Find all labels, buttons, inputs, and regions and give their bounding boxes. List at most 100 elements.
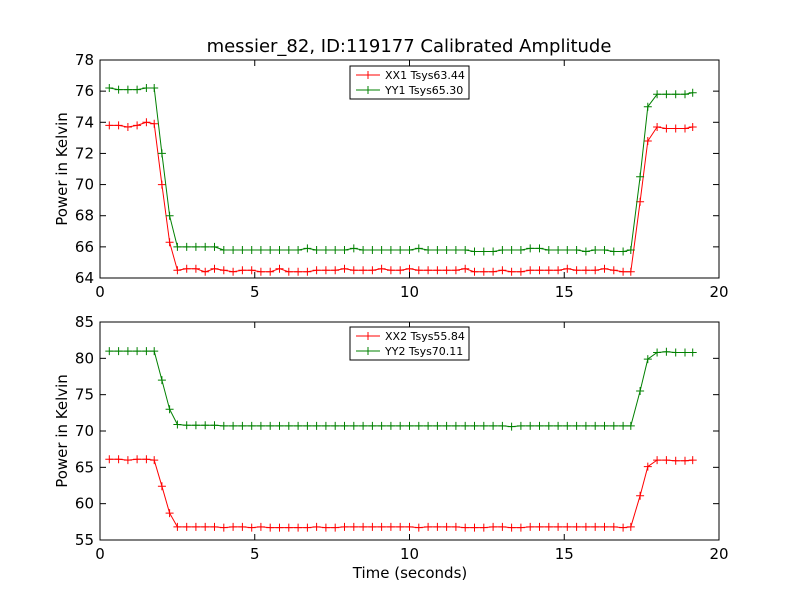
data-point (359, 421, 368, 430)
data-point (340, 264, 349, 273)
data-point (284, 523, 293, 532)
data-point (433, 266, 442, 275)
data-point (275, 523, 284, 532)
data-point (229, 522, 238, 531)
subplot-top: messier_82, ID:119177 Calibrated Amplitu… (53, 36, 729, 301)
data-point (219, 246, 228, 254)
data-point (123, 85, 132, 94)
data-point (359, 266, 368, 275)
data-point (349, 421, 358, 430)
data-point (359, 246, 368, 254)
data-point (210, 264, 219, 273)
data-point (516, 523, 525, 532)
data-point (591, 421, 600, 430)
data-point (424, 421, 433, 430)
data-point (572, 522, 581, 531)
data-point (142, 455, 151, 464)
y-tick-label: 85 (75, 313, 94, 331)
data-point (123, 456, 132, 465)
data-point (479, 267, 488, 276)
data-point (554, 522, 563, 531)
data-point (157, 376, 166, 385)
data-point (507, 267, 516, 276)
data-point (303, 421, 312, 430)
data-point (349, 244, 358, 253)
data-point (294, 523, 303, 532)
data-point (636, 172, 645, 181)
data-point (671, 124, 680, 133)
data-point (368, 522, 377, 531)
data-point (368, 421, 377, 430)
data-point (312, 522, 321, 531)
data-point (321, 421, 330, 430)
data-point (526, 244, 535, 253)
data-point (563, 246, 572, 254)
data-point (600, 246, 609, 254)
data-point (470, 247, 479, 256)
legend-label: XX1 Tsys63.44 (385, 69, 465, 82)
data-point (636, 387, 645, 395)
x-axis-label: Time (seconds) (352, 564, 468, 582)
data-point (470, 523, 479, 532)
data-point (609, 266, 618, 275)
data-point (133, 121, 142, 130)
data-point (386, 246, 395, 254)
data-point (572, 246, 581, 254)
data-point (526, 421, 535, 430)
data-point (498, 246, 507, 254)
legend-box (349, 326, 470, 361)
legend: XX1 Tsys63.44 YY1 Tsys65.30 (349, 65, 470, 100)
data-point (377, 522, 386, 531)
data-point (626, 421, 635, 430)
data-point (609, 247, 618, 256)
plot-area-top: 0 5 10 15 20 64 66 68 70 72 74 76 78 XX1 Tsys63.44 YY1… (75, 51, 729, 301)
data-point (266, 421, 275, 430)
data-point (489, 267, 498, 276)
data-point (688, 348, 697, 357)
data-point (294, 421, 303, 430)
data-point (600, 264, 609, 273)
data-point (451, 246, 460, 254)
data-point (219, 421, 228, 430)
data-point (433, 246, 442, 254)
data-point (516, 267, 525, 276)
data-point (386, 522, 395, 531)
data-point (229, 421, 238, 430)
data-point (229, 246, 238, 254)
data-point (600, 522, 609, 531)
data-point (219, 266, 228, 275)
data-point (653, 456, 662, 465)
y-tick-label: 72 (75, 144, 94, 162)
data-point (535, 244, 544, 253)
data-point (405, 522, 414, 531)
data-point (479, 421, 488, 430)
data-point (201, 242, 210, 251)
data-point (507, 422, 516, 431)
data-point (619, 267, 628, 276)
x-tick-label: 15 (555, 283, 574, 301)
y-tick-label: 60 (75, 495, 94, 513)
data-point (396, 522, 405, 531)
data-point (442, 522, 451, 531)
legend-box (349, 65, 470, 100)
x-tick-label: 20 (709, 283, 728, 301)
data-point (662, 124, 671, 133)
data-point (114, 121, 123, 130)
data-point (516, 246, 525, 254)
data-point (609, 421, 618, 430)
data-point (340, 421, 349, 430)
x-tick-label: 5 (250, 545, 260, 563)
data-point (284, 246, 293, 254)
data-point (142, 347, 151, 356)
data-point (619, 247, 628, 256)
data-point (396, 246, 405, 254)
data-point (210, 522, 219, 531)
data-point (643, 462, 652, 471)
data-point (133, 347, 142, 356)
data-point (619, 421, 628, 430)
data-point (653, 123, 662, 131)
data-point (544, 522, 553, 531)
data-point (563, 522, 572, 531)
